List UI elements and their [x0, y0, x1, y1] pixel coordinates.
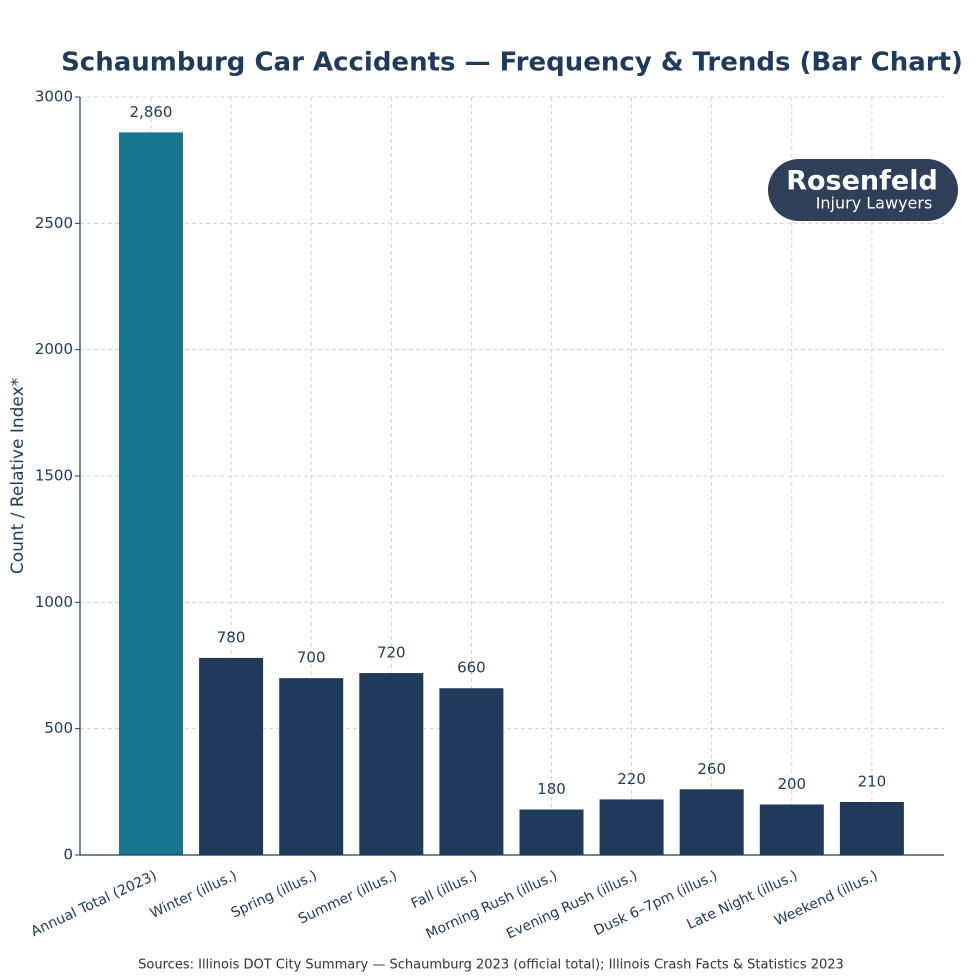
logo-name: Rosenfeld [786, 166, 938, 197]
value-label: 260 [697, 760, 726, 778]
logo-badge [768, 159, 958, 221]
value-label: 700 [297, 649, 326, 667]
bar [359, 673, 424, 855]
source-note: Sources: Illinois DOT City Summary — Sch… [138, 958, 844, 973]
value-label: 2,860 [130, 103, 173, 121]
x-tick-label: Winter (illus.) [148, 868, 240, 922]
x-tick-label: Annual Total (2023) [29, 868, 160, 940]
bar [119, 132, 183, 855]
y-tick-label: 2500 [35, 214, 73, 232]
value-label: 720 [377, 644, 406, 662]
y-tick-label: 500 [44, 719, 73, 737]
y-tick-label: 1000 [35, 593, 73, 611]
x-tick-label: Morning Rush (illus.) [424, 868, 560, 943]
y-tick-label: 0 [63, 846, 73, 864]
bar [679, 789, 744, 855]
value-label: 220 [617, 770, 646, 788]
y-axis-label: Count / Relative Index* [8, 378, 28, 574]
logo: Rosenfeld Injury Lawyers [768, 159, 958, 221]
bar [599, 799, 664, 855]
bar [759, 804, 824, 855]
value-label: 180 [537, 780, 566, 798]
logo-tagline: Injury Lawyers [816, 194, 933, 213]
x-tick-label: Fall (illus.) [409, 868, 480, 912]
bar [279, 678, 344, 855]
value-label: 210 [858, 772, 887, 790]
bars [119, 132, 904, 855]
value-label: 660 [457, 659, 486, 677]
y-tick-label: 3000 [35, 88, 73, 106]
bar [199, 657, 264, 855]
y-tick-label: 1500 [35, 467, 73, 485]
value-label: 780 [217, 628, 246, 646]
x-tick-label: Evening Rush (illus.) [504, 868, 640, 943]
bar [519, 809, 584, 855]
chart-title: Schaumburg Car Accidents — Frequency & T… [61, 48, 963, 78]
value-label: 200 [777, 775, 806, 793]
bar [439, 688, 504, 855]
y-tick-label: 2000 [35, 340, 73, 358]
bar [839, 801, 904, 855]
